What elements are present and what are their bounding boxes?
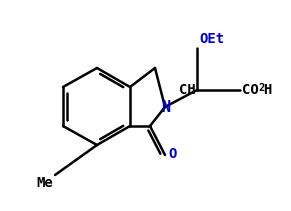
Text: CO: CO <box>242 83 259 97</box>
Text: O: O <box>168 147 176 161</box>
Text: N: N <box>162 100 171 115</box>
Text: OEt: OEt <box>199 32 224 46</box>
Text: CH: CH <box>179 83 196 97</box>
Text: H: H <box>263 83 272 97</box>
Text: 2: 2 <box>258 83 264 93</box>
Text: Me: Me <box>36 176 53 190</box>
